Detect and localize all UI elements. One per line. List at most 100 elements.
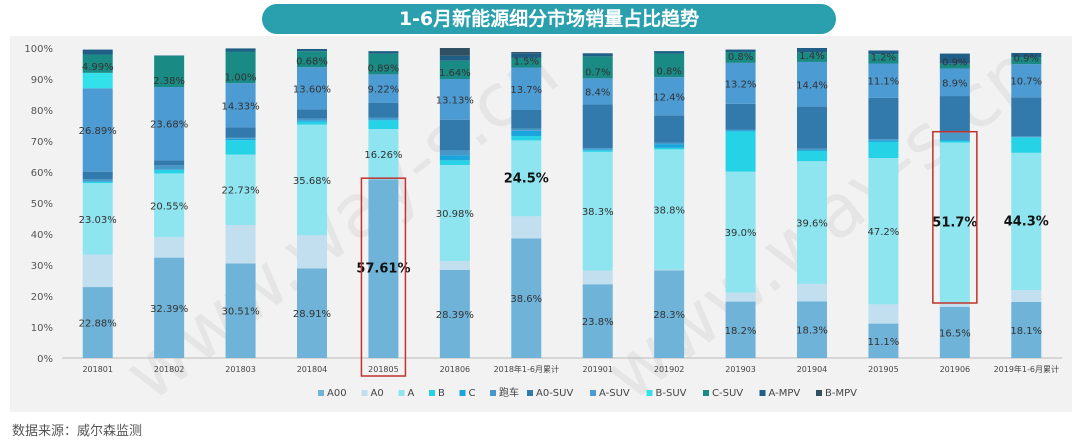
data-label: 2.38% bbox=[153, 76, 185, 87]
bar-segment-A00 bbox=[154, 257, 185, 358]
bar-segment-A0 bbox=[654, 269, 685, 271]
data-label: 23.8% bbox=[582, 317, 614, 328]
bar-segment-跑车 bbox=[868, 139, 899, 141]
data-label: 35.68% bbox=[293, 176, 331, 187]
legend-swatch-A bbox=[398, 390, 405, 396]
data-label: 18.3% bbox=[796, 326, 828, 337]
x-tick-label: 201902 bbox=[654, 365, 685, 374]
bar-segment-A-SUV bbox=[868, 63, 899, 98]
legend-swatch-C bbox=[459, 390, 466, 396]
legend-swatch-C-SUV bbox=[703, 390, 709, 396]
bar-segment-A0 bbox=[154, 237, 185, 258]
data-label: 30.51% bbox=[222, 307, 260, 318]
legend-swatch-A0-SUV bbox=[527, 390, 533, 396]
data-label: 30.98% bbox=[436, 209, 474, 220]
bar-segment-A0-SUV bbox=[1011, 97, 1042, 137]
bar-segment-A-SUV bbox=[725, 62, 756, 104]
bar-segment-A bbox=[1011, 152, 1042, 291]
legend-label: B-SUV bbox=[656, 388, 687, 399]
bar-segment-A0-SUV bbox=[939, 96, 970, 133]
bar-segment-B bbox=[582, 150, 613, 152]
bar-segment-A bbox=[511, 140, 542, 217]
bar-segment-A0 bbox=[582, 270, 613, 285]
data-label: 9.22% bbox=[368, 85, 400, 96]
x-tick-label: 201801 bbox=[82, 365, 113, 374]
bar-segment-A0-SUV bbox=[154, 160, 185, 166]
bar-segment-C bbox=[797, 149, 827, 151]
bar-segment-A-SUV bbox=[297, 67, 327, 110]
bar-segment-跑车 bbox=[154, 165, 185, 170]
bar-segment-B bbox=[654, 147, 685, 150]
legend-swatch-跑车 bbox=[490, 390, 496, 396]
x-tick-label: 201802 bbox=[154, 365, 185, 374]
bar-segment-跑车 bbox=[939, 132, 970, 141]
data-label: 26.89% bbox=[79, 126, 117, 137]
legend-label: C bbox=[469, 388, 476, 399]
bar-segment-C-SUV bbox=[654, 53, 685, 78]
y-tick-label: 60% bbox=[31, 168, 53, 179]
data-label: 0.9% bbox=[1014, 53, 1039, 64]
legend-swatch-B-SUV bbox=[646, 390, 653, 396]
bar-segment-B bbox=[154, 169, 185, 174]
data-label: 28.3% bbox=[653, 310, 685, 321]
bar-segment-A00 bbox=[797, 301, 827, 358]
highlight-box bbox=[360, 177, 407, 377]
bar-segment-A0 bbox=[225, 224, 256, 264]
data-label: 0.68% bbox=[296, 56, 328, 67]
data-label: 23.68% bbox=[150, 120, 188, 131]
x-tick-label: 201805 bbox=[368, 365, 399, 374]
bar-segment-C-SUV bbox=[1011, 56, 1042, 65]
bar-segment-A00 bbox=[725, 301, 756, 358]
data-label: 16.5% bbox=[939, 328, 971, 339]
bar-segment-跑车 bbox=[225, 137, 256, 139]
bar-segment-A bbox=[797, 161, 827, 284]
legend-label: 跑车 bbox=[499, 386, 519, 399]
data-label: 11.1% bbox=[868, 337, 900, 348]
bar-segment-A-MPV bbox=[725, 49, 756, 53]
data-label: 0.7% bbox=[585, 68, 610, 79]
legend-label: A00 bbox=[327, 388, 347, 399]
legend-label: B-MPV bbox=[825, 388, 857, 399]
y-tick-label: 30% bbox=[31, 261, 53, 272]
bar-segment-A00 bbox=[654, 270, 685, 358]
bar-segment-C bbox=[225, 138, 256, 141]
x-tick-label: 2018年1-6月累计 bbox=[494, 364, 559, 374]
bar-segment-A0 bbox=[439, 261, 470, 270]
data-label: 4.99% bbox=[82, 62, 114, 73]
data-label: 28.91% bbox=[293, 309, 331, 320]
y-tick-label: 40% bbox=[31, 230, 53, 241]
bar-segment-A bbox=[725, 171, 756, 293]
legend-label: C-SUV bbox=[712, 388, 743, 399]
legend-swatch-A0 bbox=[361, 390, 368, 396]
bar-segment-B bbox=[511, 136, 542, 141]
data-label: 1.64% bbox=[439, 68, 471, 79]
bar-segment-A bbox=[654, 149, 685, 270]
bar-segment-A0-SUV bbox=[797, 106, 827, 149]
bar-segment-B bbox=[939, 141, 970, 143]
legend-label: A-MPV bbox=[769, 388, 801, 399]
bar-segment-B bbox=[439, 160, 470, 165]
bar-segment-B bbox=[797, 150, 827, 162]
bar-segment-A0 bbox=[939, 302, 970, 307]
bar-segment-A0-SUV bbox=[511, 110, 542, 129]
bar-segment-B-MPV bbox=[511, 52, 542, 54]
legend-swatch-A-SUV bbox=[590, 390, 596, 396]
bar-segment-A0-SUV bbox=[368, 102, 399, 118]
bar-segment-A00 bbox=[82, 287, 113, 358]
data-label: 14.33% bbox=[222, 101, 260, 112]
y-tick-label: 100% bbox=[24, 44, 53, 55]
bar-segment-B bbox=[297, 121, 327, 125]
bar-segment-A00 bbox=[582, 284, 613, 358]
legend-label: A0-SUV bbox=[536, 388, 573, 399]
bar-segment-A-MPV bbox=[225, 48, 256, 52]
bar-segment-A bbox=[297, 124, 327, 236]
bar-segment-A00 bbox=[297, 268, 327, 358]
bar-segment-C-SUV bbox=[582, 56, 613, 79]
bar-segment-A-SUV bbox=[939, 68, 970, 97]
data-label: 23.03% bbox=[79, 215, 117, 226]
bar-segment-A0 bbox=[1011, 290, 1042, 302]
bar-segment-A-MPV bbox=[1011, 52, 1042, 57]
bar-segment-B bbox=[368, 120, 399, 130]
bar-segment-A-MPV bbox=[582, 53, 613, 57]
